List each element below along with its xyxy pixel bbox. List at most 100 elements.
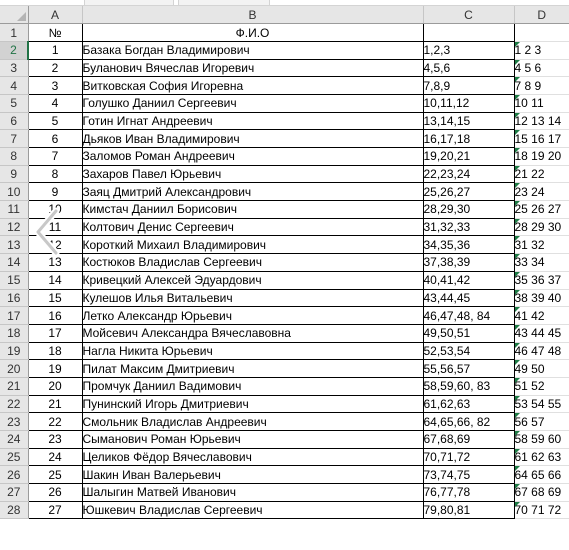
cell-d[interactable]: 41 42 bbox=[514, 306, 569, 325]
cell-c[interactable]: 1,2,3 bbox=[423, 41, 515, 60]
cell-number[interactable]: 26 bbox=[28, 483, 83, 502]
cell-d[interactable]: 51 52 bbox=[514, 377, 569, 396]
cell-d[interactable]: 28 29 30 bbox=[514, 218, 569, 237]
cell-d[interactable]: 70 71 72 bbox=[514, 501, 569, 520]
cell-c[interactable]: 34,35,36 bbox=[423, 235, 515, 255]
cell-c[interactable]: 10,11,12 bbox=[423, 94, 515, 113]
cell-fio[interactable]: Мойсевич Александра Вячеславовна bbox=[82, 324, 424, 343]
cell-fio[interactable]: Дьяков Иван Владимирович bbox=[82, 129, 424, 148]
cell-c[interactable]: 52,53,54 bbox=[423, 342, 515, 361]
cell-number[interactable]: 27 bbox=[28, 501, 83, 520]
cell-c[interactable]: 22,23,24 bbox=[423, 165, 515, 184]
cell-c[interactable]: 73,74,75 bbox=[423, 465, 515, 485]
cell-d[interactable]: 18 19 20 bbox=[514, 147, 569, 166]
cell-fio[interactable]: Заяц Дмитрий Александрович bbox=[82, 182, 424, 202]
row-header[interactable]: 2 bbox=[0, 41, 29, 60]
cell-c[interactable]: 64,65,66, 82 bbox=[423, 412, 515, 431]
cell-fio[interactable]: Промчук Даниил Вадимович bbox=[82, 377, 424, 396]
cell-d[interactable]: 61 62 63 bbox=[514, 448, 569, 467]
row-header[interactable]: 20 bbox=[0, 359, 29, 378]
row-header[interactable]: 15 bbox=[0, 271, 29, 290]
cell-fio[interactable]: Захаров Павел Юрьевич bbox=[82, 165, 424, 184]
row-header[interactable]: 3 bbox=[0, 59, 29, 78]
cell-number[interactable]: 25 bbox=[28, 465, 83, 485]
cell-d[interactable]: 12 13 14 bbox=[514, 112, 569, 131]
row-header[interactable]: 4 bbox=[0, 76, 29, 95]
cell-number[interactable]: 17 bbox=[28, 324, 83, 343]
cell-c[interactable]: 58,59,60, 83 bbox=[423, 377, 515, 396]
cell-fio[interactable]: Пилат Максим Дмитриевич bbox=[82, 359, 424, 378]
row-header[interactable]: 28 bbox=[0, 501, 29, 520]
cell-d[interactable]: 7 8 9 bbox=[514, 76, 569, 95]
cell-d[interactable]: 23 24 bbox=[514, 182, 569, 202]
cell-number[interactable]: 8 bbox=[28, 165, 83, 184]
cell-d[interactable]: 38 39 40 bbox=[514, 289, 569, 308]
row-header[interactable]: 24 bbox=[0, 430, 29, 449]
row-header[interactable]: 25 bbox=[0, 448, 29, 467]
cell-c[interactable]: 79,80,81 bbox=[423, 501, 515, 520]
cell-d[interactable]: 67 68 69 bbox=[514, 483, 569, 502]
row-header[interactable]: 5 bbox=[0, 94, 29, 113]
cell-d[interactable]: 53 54 55 bbox=[514, 395, 569, 414]
cell-number[interactable]: 10 bbox=[28, 200, 83, 219]
header-cell-number[interactable]: № bbox=[28, 23, 83, 42]
header-cell-d[interactable] bbox=[514, 23, 569, 42]
cell-c[interactable]: 4,5,6 bbox=[423, 59, 515, 78]
cell-d[interactable]: 10 11 bbox=[514, 94, 569, 113]
cell-d[interactable]: 33 34 bbox=[514, 253, 569, 272]
cell-d[interactable]: 49 50 bbox=[514, 359, 569, 378]
cell-d[interactable]: 56 57 bbox=[514, 412, 569, 431]
column-header-c[interactable]: C bbox=[423, 6, 515, 25]
cell-fio[interactable]: Смольник Владислав Андреевич bbox=[82, 412, 424, 431]
row-header[interactable]: 22 bbox=[0, 395, 29, 414]
cell-d[interactable]: 21 22 bbox=[514, 165, 569, 184]
header-cell-c[interactable] bbox=[423, 23, 515, 42]
cell-number[interactable]: 24 bbox=[28, 448, 83, 467]
row-header[interactable]: 1 bbox=[0, 23, 29, 42]
cell-c[interactable]: 25,26,27 bbox=[423, 182, 515, 202]
cell-number[interactable]: 20 bbox=[28, 377, 83, 396]
cell-number[interactable]: 14 bbox=[28, 271, 83, 290]
cell-fio[interactable]: Пунинский Игорь Дмитриевич bbox=[82, 395, 424, 414]
cell-fio[interactable]: Буланович Вячеслав Игоревич bbox=[82, 59, 424, 78]
cell-number[interactable]: 15 bbox=[28, 289, 83, 308]
cell-c[interactable]: 43,44,45 bbox=[423, 289, 515, 308]
cell-d[interactable]: 43 44 45 bbox=[514, 324, 569, 343]
cell-d[interactable]: 4 5 6 bbox=[514, 59, 569, 78]
cell-number[interactable]: 9 bbox=[28, 182, 83, 202]
cell-c[interactable]: 55,56,57 bbox=[423, 359, 515, 378]
cell-fio[interactable]: Голушко Даниил Сергеевич bbox=[82, 94, 424, 113]
cell-fio[interactable]: Базака Богдан Владимирович bbox=[82, 41, 424, 60]
cell-c[interactable]: 19,20,21 bbox=[423, 147, 515, 166]
row-header[interactable]: 9 bbox=[0, 165, 29, 184]
cell-number[interactable]: 4 bbox=[28, 94, 83, 113]
cell-c[interactable]: 16,17,18 bbox=[423, 129, 515, 148]
cell-c[interactable]: 37,38,39 bbox=[423, 253, 515, 272]
cell-fio[interactable]: Заломов Роман Андреевич bbox=[82, 147, 424, 166]
header-cell-fio[interactable]: Ф.И.О bbox=[82, 23, 424, 42]
cell-c[interactable]: 70,71,72 bbox=[423, 448, 515, 467]
row-header[interactable]: 13 bbox=[0, 235, 29, 255]
cell-c[interactable]: 46,47,48, 84 bbox=[423, 306, 515, 325]
cell-d[interactable]: 46 47 48 bbox=[514, 342, 569, 361]
cell-c[interactable]: 7,8,9 bbox=[423, 76, 515, 95]
cell-number[interactable]: 13 bbox=[28, 253, 83, 272]
cell-fio[interactable]: Шалыгин Матвей Иванович bbox=[82, 483, 424, 502]
cell-fio[interactable]: Костюков Владислав Сергеевич bbox=[82, 253, 424, 272]
row-header[interactable]: 8 bbox=[0, 147, 29, 166]
cell-c[interactable]: 31,32,33 bbox=[423, 218, 515, 237]
cell-fio[interactable]: Летко Александр Юрьевич bbox=[82, 306, 424, 325]
cell-fio[interactable]: Нагла Никита Юрьевич bbox=[82, 342, 424, 361]
cell-number[interactable]: 21 bbox=[28, 395, 83, 414]
row-header[interactable]: 16 bbox=[0, 289, 29, 308]
row-header[interactable]: 7 bbox=[0, 129, 29, 148]
cell-number[interactable]: 3 bbox=[28, 76, 83, 95]
cell-number[interactable]: 12 bbox=[28, 235, 83, 255]
cell-fio[interactable]: Целиков Фёдор Вячеславович bbox=[82, 448, 424, 467]
cell-number[interactable]: 1 bbox=[28, 41, 83, 60]
cell-number[interactable]: 2 bbox=[28, 59, 83, 78]
cell-d[interactable]: 15 16 17 bbox=[514, 129, 569, 148]
cell-d[interactable]: 64 65 66 bbox=[514, 465, 569, 485]
cell-fio[interactable]: Шакин Иван Валерьевич bbox=[82, 465, 424, 485]
row-header[interactable]: 11 bbox=[0, 200, 29, 219]
